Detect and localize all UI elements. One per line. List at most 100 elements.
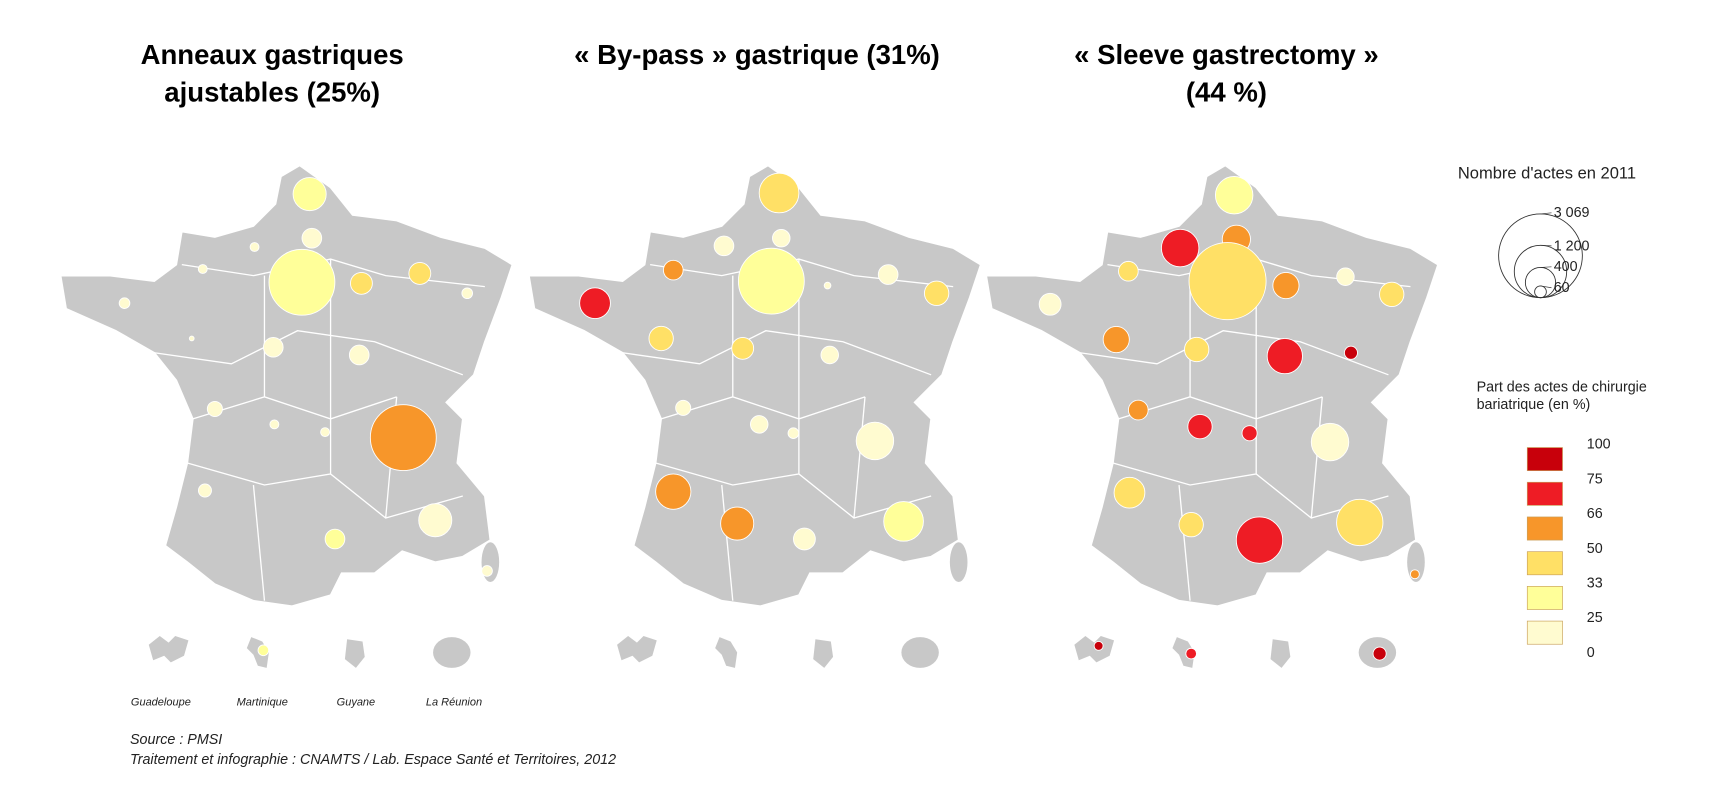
data-circle [787,427,800,439]
data-circle [1178,512,1204,538]
legend-color-label: 0 [1587,645,1595,661]
data-circle [1187,413,1213,440]
data-circle [1160,228,1200,268]
legend-size-label: 3 069 [1554,205,1590,221]
data-circle [257,644,270,657]
data-circle [1272,272,1300,300]
data-circle [924,280,950,306]
data-circle [1127,399,1149,421]
data-circle [197,264,208,274]
legend-color-box [1526,620,1563,645]
map-france [985,164,1439,669]
overseas-label: Guadeloupe [131,696,191,708]
legend-color-label: 100 [1587,437,1611,453]
data-circle [1038,292,1062,316]
data-circle [1188,242,1267,321]
data-circle [1372,646,1387,661]
data-circle [855,421,895,461]
legend-color-box [1526,551,1563,576]
data-circle [713,235,735,257]
data-circle [1336,267,1355,286]
data-circle [324,528,346,550]
data-circle [418,503,453,538]
data-circle [793,527,816,551]
data-circle [268,248,336,316]
map-title: Anneaux gastriques [141,39,404,70]
data-circle [249,242,260,252]
data-circle [1113,476,1146,509]
legend-size-circle [1498,213,1583,299]
data-circle [369,404,437,472]
map-title: « Sleeve gastrectomy » [1074,39,1379,70]
legend-color-box [1526,447,1563,472]
data-circle [662,259,684,281]
data-circle [720,506,755,541]
data-circle [675,399,692,416]
legend-color-label: 75 [1587,471,1603,487]
data-circle [481,565,493,577]
map-france [59,164,514,669]
data-circle [1379,281,1405,307]
data-circle [823,281,832,290]
data-circle [655,473,692,510]
overseas-label: Martinique [237,696,288,708]
data-circle [350,271,373,295]
data-circle [772,228,791,248]
data-circle [408,262,432,285]
data-circle [737,247,805,315]
data-circle [461,287,474,300]
data-circle [1241,425,1258,442]
legend-size-label: 400 [1554,259,1578,275]
data-circle [1343,345,1358,360]
legend-size-circle [1534,285,1547,299]
data-circle [292,177,327,212]
legend-title: Nombre d'actes en 2011 [1458,164,1636,183]
data-circle [262,336,284,358]
data-circle [1185,647,1197,660]
data-circle [188,335,195,342]
data-circle [731,336,755,360]
data-circle [820,345,839,365]
legend-size-label: 60 [1554,280,1570,296]
data-circle [1235,516,1284,564]
data-circle [579,287,611,320]
legend-title: bariatrique (en %) [1477,397,1591,413]
legend-color-box [1526,516,1563,541]
legend-color-label: 50 [1587,541,1603,557]
legend-size-label: 1 200 [1554,238,1590,254]
data-circle [877,264,899,285]
legend-color-box [1526,481,1563,506]
map-title: (44 %) [1186,77,1267,108]
legend-color-label: 66 [1587,506,1603,522]
data-circle [320,427,330,438]
data-circle [648,325,674,352]
overseas-label: Guyane [337,696,376,708]
leader-line [1540,212,1552,215]
data-circle [750,415,769,434]
data-circle [197,483,212,498]
data-circle [883,501,924,542]
legend-title: Part des actes de chirurgie [1477,379,1647,395]
data-circle [1409,569,1420,580]
map-title: ajustables (25%) [164,77,380,108]
data-circle [206,400,223,417]
legend-size-circle [1524,266,1557,299]
leader-line [1540,266,1552,268]
data-circle [301,227,323,249]
data-circle [1093,640,1104,651]
data-circle [118,297,131,309]
data-circle [348,344,370,366]
data-circle [1336,498,1384,547]
data-circle [269,419,280,430]
map-title: « By-pass » gastrique (31%) [574,39,940,70]
legend-color-label: 33 [1587,575,1603,591]
source: Traitement et infographie : CNAMTS / Lab… [130,752,616,768]
data-circle [758,172,800,214]
legend-color-box [1526,586,1563,610]
data-circle [1310,422,1350,462]
data-circle [1214,176,1254,215]
data-circle [1118,260,1139,282]
data-circle [1102,326,1130,354]
leader-line [1540,244,1552,247]
